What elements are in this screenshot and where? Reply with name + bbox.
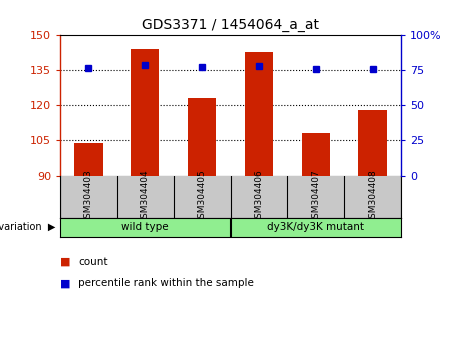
Bar (358, 110, 387, 176)
Text: percentile rank within the sample: percentile rank within the sample (78, 278, 254, 288)
Text: GSM304404: GSM304404 (141, 169, 150, 224)
Bar (74, 143, 102, 176)
Text: ■: ■ (60, 257, 74, 267)
Bar (131, 50, 160, 176)
Text: count: count (78, 257, 108, 267)
Bar (301, 133, 330, 176)
Text: GSM304406: GSM304406 (254, 169, 263, 224)
Text: dy3K/dy3K mutant: dy3K/dy3K mutant (267, 222, 364, 232)
Text: ■: ■ (60, 278, 74, 288)
Text: genotype/variation  ▶: genotype/variation ▶ (0, 222, 55, 232)
Text: GSM304408: GSM304408 (368, 169, 377, 224)
Text: GSM304403: GSM304403 (84, 169, 93, 224)
Text: wild type: wild type (121, 222, 169, 232)
Text: GSM304407: GSM304407 (311, 169, 320, 224)
Text: GSM304405: GSM304405 (198, 169, 207, 224)
Title: GDS3371 / 1454064_a_at: GDS3371 / 1454064_a_at (142, 18, 319, 32)
Bar (188, 98, 216, 176)
Bar (245, 52, 273, 176)
